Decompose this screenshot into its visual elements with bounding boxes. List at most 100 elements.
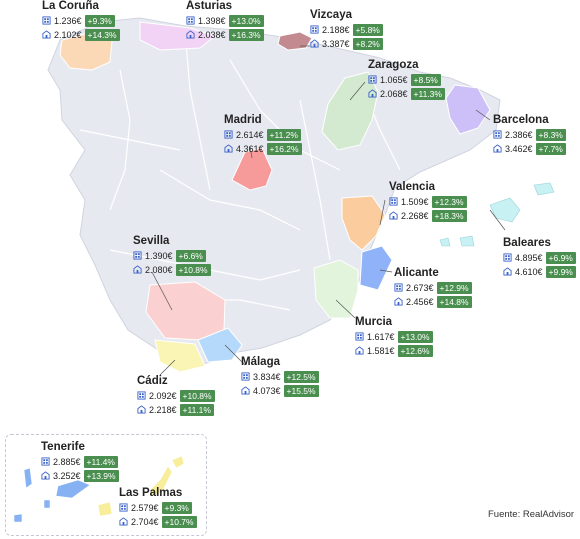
apartment-icon bbox=[241, 372, 250, 381]
label-sevilla: Sevilla 1.390€ +6.6% 2.080€ +10.8% bbox=[133, 235, 211, 276]
flat-price: 2.614€ bbox=[236, 129, 264, 140]
apartment-icon bbox=[186, 16, 195, 25]
house-icon bbox=[355, 346, 364, 355]
house-price-row: 4.361€ +16.2% bbox=[224, 142, 302, 155]
region-malaga bbox=[197, 327, 243, 363]
flat-change-badge: +11.4% bbox=[83, 455, 118, 468]
house-price-row: 2.456€ +14.8% bbox=[394, 295, 472, 308]
flat-price: 2.188€ bbox=[322, 24, 350, 35]
region-name: Vizcaya bbox=[310, 9, 352, 21]
label-vizcaya: Vizcaya 2.188€ +5.8% 3.387€ +8.2% bbox=[310, 9, 383, 50]
region-name: Barcelona bbox=[493, 114, 549, 126]
house-price: 3.462€ bbox=[505, 143, 533, 154]
house-price: 1.581€ bbox=[367, 345, 395, 356]
label-tenerife: Tenerife 2.885€ +11.4% 3.252€ +13.9% bbox=[41, 441, 119, 482]
label-cadiz: Cádiz 2.092€ +10.8% 2.218€ +11.1% bbox=[137, 375, 215, 416]
flat-change-badge: +9.3% bbox=[84, 14, 115, 27]
house-price-row: 4.610€ +9.9% bbox=[503, 265, 576, 278]
source-note: Fuente: RealAdvisor bbox=[488, 509, 575, 520]
house-price: 4.610€ bbox=[515, 266, 543, 277]
flat-change-badge: +8.3% bbox=[535, 128, 566, 141]
flat-price: 2.885€ bbox=[53, 456, 81, 467]
house-change-badge: +10.8% bbox=[175, 263, 211, 276]
apartment-icon bbox=[394, 283, 403, 292]
region-name: Sevilla bbox=[133, 235, 170, 247]
flat-price: 2.386€ bbox=[505, 129, 533, 140]
house-icon bbox=[42, 30, 51, 39]
flat-price: 2.579€ bbox=[131, 502, 159, 513]
flat-price: 1.065€ bbox=[380, 74, 408, 85]
flat-price-row: 1.509€ +12.3% bbox=[389, 195, 467, 208]
leader-lines bbox=[151, 45, 506, 376]
apartment-icon bbox=[368, 75, 377, 84]
region-cadiz bbox=[154, 339, 206, 373]
flat-change-badge: +13.0% bbox=[228, 14, 264, 27]
apartment-icon bbox=[493, 130, 502, 139]
house-icon bbox=[133, 265, 142, 274]
house-price: 4.361€ bbox=[236, 143, 264, 154]
region-name: Las Palmas bbox=[119, 487, 183, 499]
house-price: 3.252€ bbox=[53, 470, 81, 481]
house-price: 4.073€ bbox=[253, 385, 281, 396]
apartment-icon bbox=[310, 25, 319, 34]
flat-price: 1.398€ bbox=[198, 15, 226, 26]
apartment-icon bbox=[355, 332, 364, 341]
flat-price-row: 2.386€ +8.3% bbox=[493, 128, 566, 141]
house-price-row: 1.581€ +12.6% bbox=[355, 344, 433, 357]
flat-price-row: 1.398€ +13.0% bbox=[186, 14, 264, 27]
flat-price-row: 2.673€ +12.9% bbox=[394, 281, 472, 294]
flat-price-row: 2.885€ +11.4% bbox=[41, 455, 119, 468]
apartment-icon bbox=[42, 16, 51, 25]
house-icon bbox=[503, 267, 512, 276]
house-price: 2.268€ bbox=[401, 210, 429, 221]
house-change-badge: +12.6% bbox=[397, 344, 433, 357]
house-price-row: 2.704€ +10.7% bbox=[119, 515, 197, 528]
flat-price-row: 2.614€ +11.2% bbox=[224, 128, 302, 141]
flat-change-badge: +6.9% bbox=[545, 251, 576, 264]
region-name: Alicante bbox=[394, 267, 439, 279]
flat-price-row: 1.236€ +9.3% bbox=[42, 14, 120, 27]
province-borders bbox=[79, 29, 401, 311]
flat-price: 2.092€ bbox=[149, 390, 177, 401]
region-name: Baleares bbox=[503, 237, 551, 249]
region-vizcaya bbox=[277, 31, 313, 51]
flat-change-badge: +12.5% bbox=[283, 370, 319, 383]
region-name: Murcia bbox=[355, 316, 393, 328]
apartment-icon bbox=[137, 391, 146, 400]
house-icon bbox=[137, 405, 146, 414]
label-asturias: Asturias 1.398€ +13.0% 2.038€ +16.3% bbox=[186, 0, 264, 41]
region-name: La Coruña bbox=[42, 0, 99, 12]
house-price: 2.102€ bbox=[54, 29, 82, 40]
flat-price-row: 2.579€ +9.3% bbox=[119, 501, 197, 514]
flat-price: 1.390€ bbox=[145, 250, 173, 261]
label-malaga: Málaga 3.834€ +12.5% 4.073€ +15.5% bbox=[241, 356, 319, 397]
house-price: 2.456€ bbox=[406, 296, 434, 307]
house-price-row: 3.462€ +7.7% bbox=[493, 142, 566, 155]
region-valencia bbox=[341, 195, 386, 251]
house-price-row: 2.068€ +11.3% bbox=[368, 87, 445, 100]
house-icon bbox=[310, 39, 319, 48]
label-las-palmas: Las Palmas 2.579€ +9.3% 2.704€ +10.7% bbox=[119, 487, 197, 528]
region-name: Zaragoza bbox=[368, 59, 419, 71]
region-alicante bbox=[359, 245, 393, 291]
house-icon bbox=[241, 386, 250, 395]
house-price-row: 3.387€ +8.2% bbox=[310, 37, 383, 50]
house-change-badge: +13.9% bbox=[83, 469, 119, 482]
house-icon bbox=[493, 144, 502, 153]
flat-change-badge: +12.9% bbox=[436, 281, 472, 294]
region-name: Málaga bbox=[241, 356, 280, 368]
apartment-icon bbox=[41, 457, 50, 466]
apartment-icon bbox=[119, 503, 128, 512]
flat-price-row: 3.834€ +12.5% bbox=[241, 370, 319, 383]
house-change-badge: +16.3% bbox=[228, 28, 264, 41]
house-change-badge: +15.5% bbox=[283, 384, 319, 397]
house-icon bbox=[394, 297, 403, 306]
flat-price: 3.834€ bbox=[253, 371, 281, 382]
canary-islands bbox=[13, 455, 185, 523]
house-icon bbox=[186, 30, 195, 39]
flat-price-row: 4.895€ +6.9% bbox=[503, 251, 576, 264]
house-price: 2.038€ bbox=[198, 29, 226, 40]
flat-change-badge: +13.0% bbox=[397, 330, 433, 343]
apartment-icon bbox=[503, 253, 512, 262]
